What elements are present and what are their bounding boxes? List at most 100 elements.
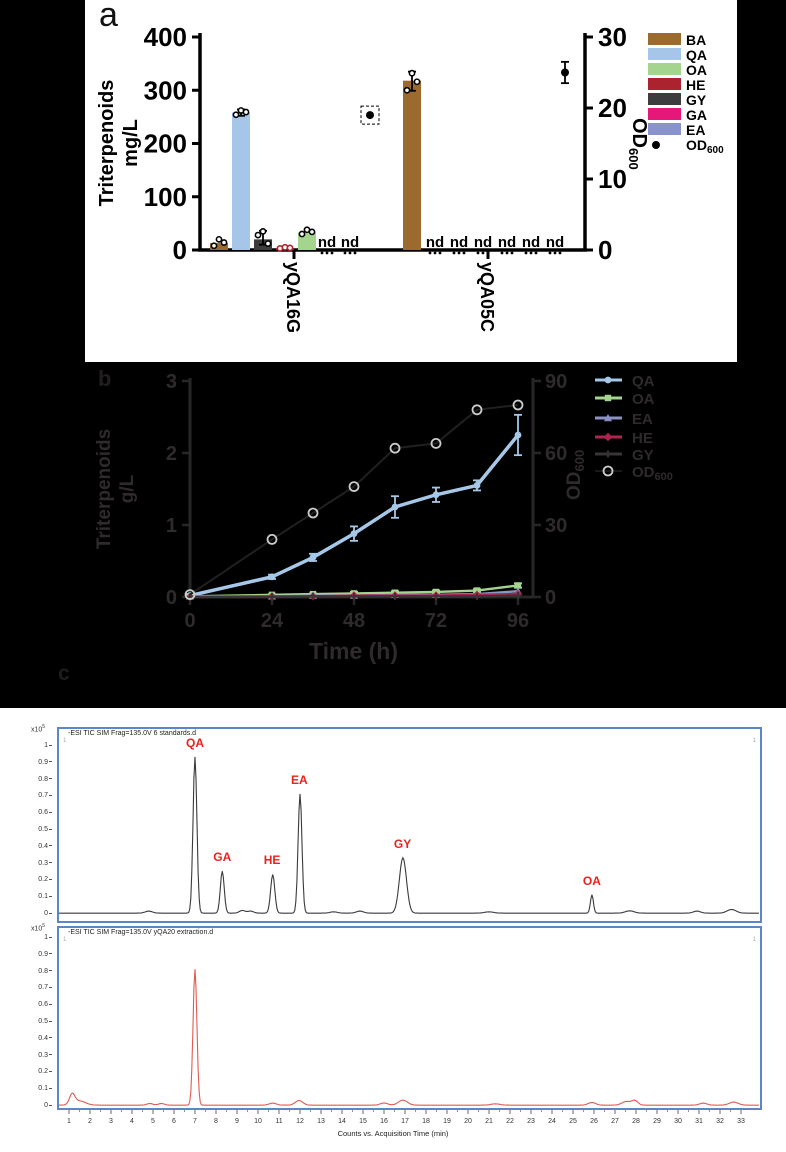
chrom-x-tick: 10 bbox=[254, 1118, 262, 1125]
nd-label: nd bbox=[498, 234, 516, 251]
chrom-x-tick: 2 bbox=[88, 1118, 92, 1125]
legend-label: EA bbox=[632, 411, 653, 428]
chrom-y-tick: 0.9 bbox=[18, 759, 52, 766]
chrom-y-tick: 0.7 bbox=[18, 792, 52, 799]
chrom-x-tick: 26 bbox=[590, 1118, 598, 1125]
chrom-x-tick: 23 bbox=[527, 1118, 535, 1125]
data-point bbox=[220, 239, 228, 246]
chrom-x-tick: 27 bbox=[611, 1118, 619, 1125]
peak-label-GA: GA bbox=[213, 850, 232, 864]
chrom-x-tick: 20 bbox=[464, 1118, 472, 1125]
data-point bbox=[232, 111, 240, 119]
legend-marker-od600 bbox=[652, 141, 660, 149]
y-left-tick: 1 bbox=[166, 515, 177, 537]
data-point bbox=[286, 244, 294, 252]
y-right-tick: 10 bbox=[598, 164, 627, 194]
legend-swatch-EA bbox=[648, 123, 681, 135]
legend-label: QA bbox=[686, 47, 707, 63]
chrom-x-tick: 13 bbox=[317, 1118, 325, 1125]
chrom-y-tick: 0 bbox=[18, 910, 52, 917]
x-tick: 96 bbox=[507, 610, 529, 632]
chrom-y-tick: 0.3 bbox=[18, 860, 52, 867]
chrom-y-tick: 0.8 bbox=[18, 776, 52, 783]
y-right-tick: 30 bbox=[598, 22, 627, 52]
bar-chart-triterpenoids: 0 100 200 300 400 0 10 20 30 Triterpenoids mg/L OD6… bbox=[96, 22, 724, 333]
y-right-tick: 90 bbox=[545, 371, 567, 393]
legend-label: OD600 bbox=[632, 464, 673, 483]
chrom-y-tick: 0.7 bbox=[18, 984, 52, 991]
nd-label: nd bbox=[341, 234, 359, 251]
chrom-y-tick: 0 bbox=[18, 1102, 52, 1109]
chrom-y-tick: 1 bbox=[18, 742, 52, 749]
series-line-OA bbox=[189, 584, 519, 598]
chrom-x-tick: 25 bbox=[569, 1118, 577, 1125]
chrom-x-tick: 1 bbox=[67, 1118, 71, 1125]
chrom-y-tick: 0.6 bbox=[18, 809, 52, 816]
chrom-x-tick: 16 bbox=[380, 1118, 388, 1125]
chrom-x-tick: 28 bbox=[632, 1118, 640, 1125]
chrom-x-tick: 17 bbox=[401, 1118, 409, 1125]
series-line-GY bbox=[190, 594, 519, 599]
panel-a: a 0 100 200 300 400 0 10 20 30 Triterpenoids mg/L O… bbox=[85, 0, 737, 362]
chrom-x-tick: 19 bbox=[443, 1118, 451, 1125]
peak-label-QA: QA bbox=[186, 735, 204, 750]
y-left-tick: 3 bbox=[166, 371, 177, 393]
data-point bbox=[242, 108, 250, 116]
x-axis-title: Time (h) bbox=[309, 638, 398, 664]
legend-swatch-HE bbox=[648, 78, 681, 90]
y-right-tick: 0 bbox=[598, 235, 612, 265]
x-tick: 72 bbox=[425, 610, 447, 632]
strain-label: yQA05C bbox=[477, 262, 497, 332]
chrom-y-tick: 0.1 bbox=[18, 893, 52, 900]
chromatogram-x-axis-title: Counts vs. Acquisition Time (min) bbox=[337, 1129, 449, 1138]
chrom-y-tick: 0.1 bbox=[18, 1085, 52, 1092]
chromatogram-x-axis: 1 2 3 4 5 6 7 8 9 10 11 12 13 14 15 16 17 18 19 20 21 22 23 24 2… bbox=[67, 1110, 745, 1125]
chrom-x-tick: 11 bbox=[275, 1118, 282, 1125]
legend-label: HE bbox=[632, 430, 653, 447]
y-left-tick: 400 bbox=[144, 22, 187, 52]
legend-label: OA bbox=[686, 62, 707, 78]
y-left-tick: 300 bbox=[144, 75, 187, 105]
chromatogram-header: -ESI TIC SIM Frag=135.0V yQA20 extractio… bbox=[68, 929, 214, 936]
chrom-y-tick: 0.5 bbox=[18, 1018, 52, 1025]
chrom-x-tick: 12 bbox=[296, 1118, 304, 1125]
y-right-tick: 0 bbox=[545, 587, 556, 609]
y-left-title: g/L bbox=[117, 474, 138, 503]
data-point bbox=[254, 231, 262, 239]
legend-swatch-QA bbox=[648, 48, 681, 60]
y-left-tick: 0 bbox=[173, 235, 187, 265]
legend-label: EA bbox=[686, 122, 705, 138]
chrom-y-tick: 0.8 bbox=[18, 968, 52, 975]
od600-point bbox=[366, 111, 374, 120]
chrom-x-tick: 21 bbox=[485, 1118, 493, 1125]
peak-label-GY: GY bbox=[393, 836, 412, 851]
chrom-x-tick: 30 bbox=[674, 1118, 682, 1125]
nd-label: nd bbox=[522, 234, 540, 251]
y-right-tick: 30 bbox=[545, 515, 567, 537]
trace bbox=[57, 969, 759, 1106]
chrom-y-tick: 0.3 bbox=[18, 1052, 52, 1059]
chrom-y-tick: 0.5 bbox=[18, 826, 52, 833]
chrom-x-tick: 22 bbox=[506, 1118, 514, 1125]
chrom-x-tick: 8 bbox=[214, 1118, 218, 1125]
chrom-x-tick: 15 bbox=[359, 1118, 367, 1125]
nd-label: nd bbox=[318, 234, 336, 251]
legend-label: OD600 bbox=[686, 137, 724, 156]
chromatogram-standards: -ESI TIC SIM Frag=135.0V 6 standards.d 1… bbox=[57, 727, 762, 923]
chrom-x-tick: 29 bbox=[653, 1118, 661, 1125]
od600-point bbox=[561, 68, 569, 77]
legend-swatch-GA bbox=[648, 108, 681, 120]
chromatogram-header: -ESI TIC SIM Frag=135.0V 6 standards.d bbox=[68, 730, 197, 737]
chrom-x-tick: 31 bbox=[695, 1118, 703, 1125]
trace bbox=[57, 756, 759, 914]
y-right-tick: 20 bbox=[598, 93, 627, 123]
panel-a-label: a bbox=[99, 0, 118, 34]
data-point bbox=[264, 240, 272, 248]
chrom-y-tick: 0.2 bbox=[18, 1068, 52, 1075]
legend-label: HE bbox=[686, 77, 705, 93]
peak-label-HE: HE bbox=[263, 853, 281, 868]
y-right-title: OD600 bbox=[564, 450, 587, 500]
panel-b: b 0 1 2 3 0 30 60 90 0 24 48 72 96 Time (h) Triterpeno… bbox=[0, 362, 786, 708]
panel-c: x105 x105 -ESI TIC SIM Frag=135.0V 6 sta… bbox=[0, 708, 786, 1152]
